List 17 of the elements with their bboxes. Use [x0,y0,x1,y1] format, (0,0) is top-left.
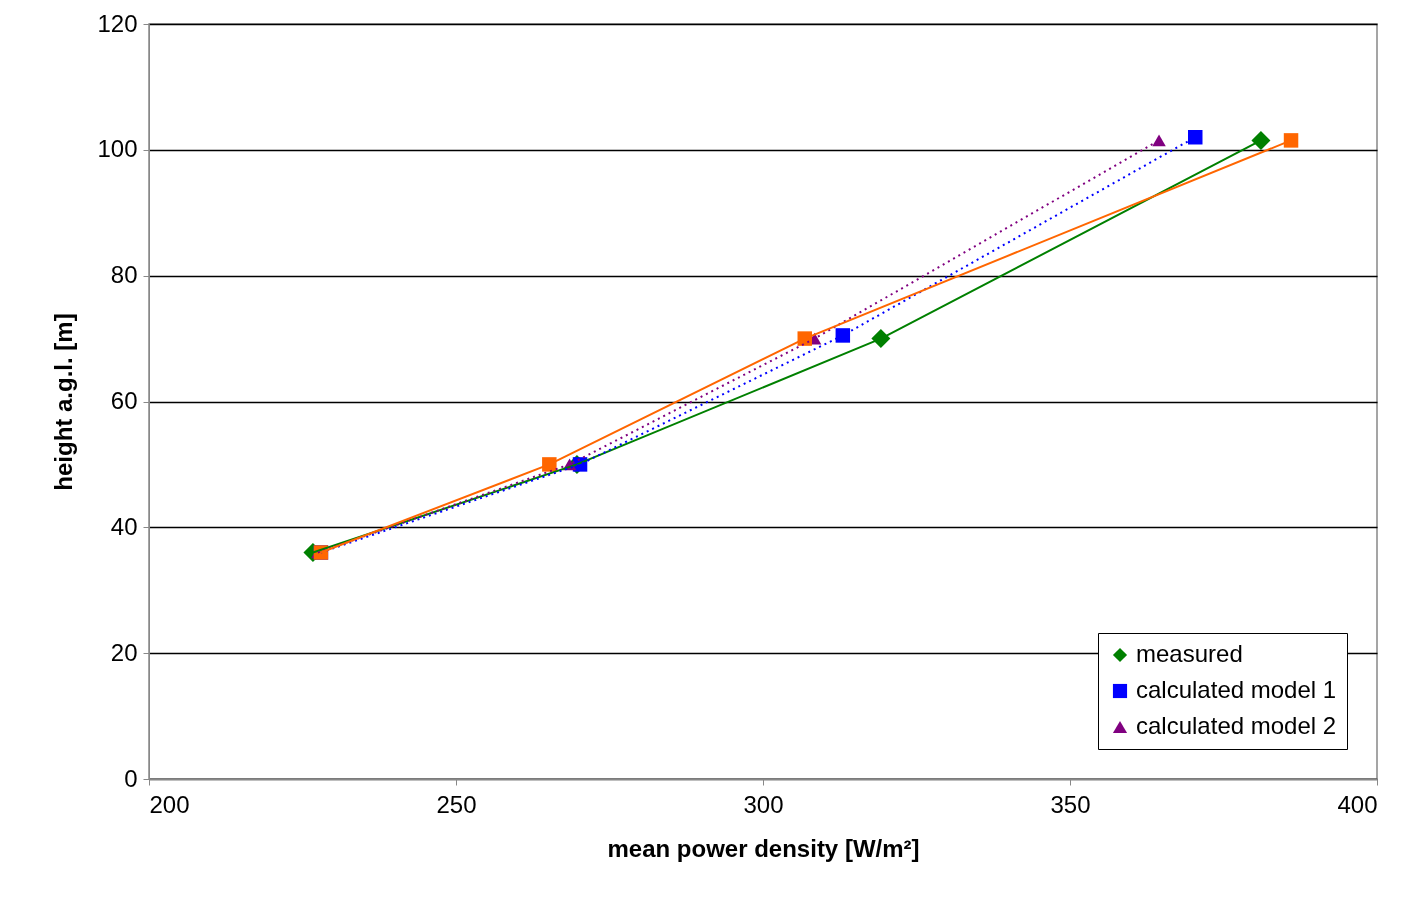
y-tick-label: 120 [97,9,138,37]
x-tick-label: 300 [743,790,784,818]
x-tick-label: 350 [1050,790,1091,818]
y-tick-label: 60 [110,387,138,414]
y-axis-title: height a.g.l. [m] [50,313,78,491]
y-tick-label: 40 [110,512,138,540]
y-tick-label: 20 [110,638,138,666]
x-tick-label: 200 [149,790,190,818]
x-tick-label: 400 [1337,790,1378,818]
x-tick-label: 250 [436,790,477,818]
x-axis-title: mean power density [W/m²] [607,834,920,862]
legend-label: calculated model 2 [1136,712,1337,739]
legend-label: measured [1136,640,1243,667]
y-tick-label: 0 [124,764,138,792]
legend-label: calculated model 1 [1136,676,1337,703]
y-tick-label: 100 [97,135,138,163]
y-tick-label: 80 [110,261,138,289]
